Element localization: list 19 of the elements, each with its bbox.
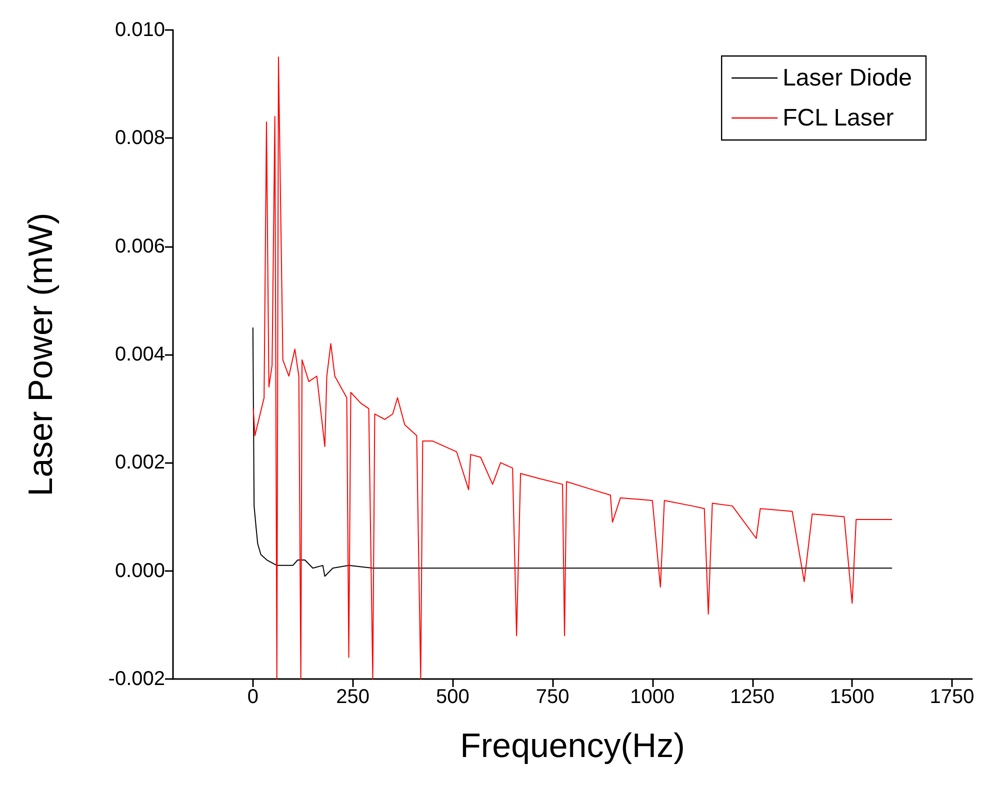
x-tick-label: 1500 — [830, 686, 874, 708]
x-tick-label: 0 — [247, 686, 258, 708]
y-tick-label: 0.010 — [114, 19, 165, 41]
x-tick-label: 1000 — [630, 686, 675, 708]
y-axis-title: Laser Power (mW) — [22, 212, 60, 496]
x-tick-label: 1750 — [930, 686, 974, 708]
x-tick-label: 250 — [336, 686, 370, 708]
x-tick-label: 750 — [536, 686, 570, 708]
y-tick-label: 0.008 — [114, 127, 165, 150]
y-tick-label: 0.006 — [114, 235, 165, 258]
y-tick-label: 0.002 — [114, 452, 165, 474]
x-axis-title: Frequency(Hz) — [460, 727, 685, 765]
x-tick-label: 1250 — [730, 686, 775, 708]
legend-label: Laser Diode — [782, 64, 912, 92]
x-tick-label: 500 — [436, 686, 470, 708]
y-tick-label: -0.002 — [108, 668, 165, 690]
y-tick-label: 0.000 — [114, 560, 165, 582]
y-tick-label: 0.004 — [114, 344, 165, 366]
legend-label: FCL Laser — [782, 104, 894, 132]
